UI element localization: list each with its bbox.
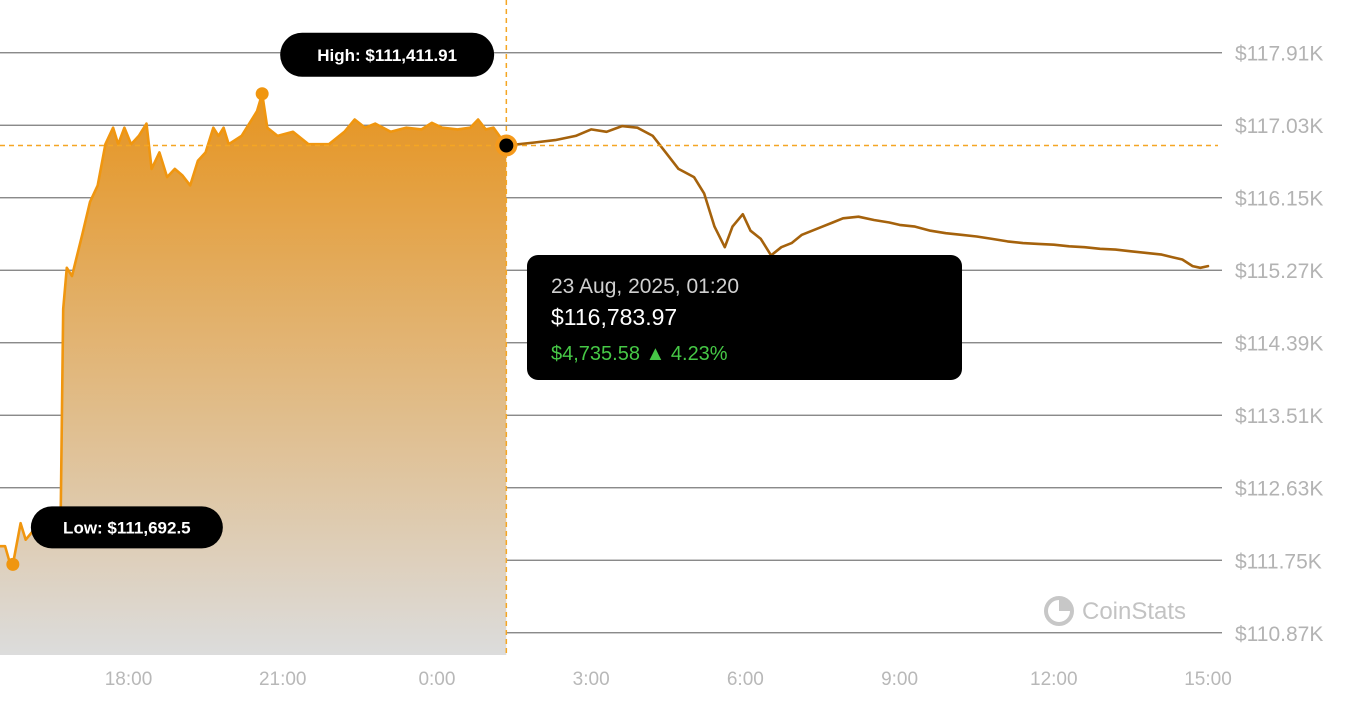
x-tick-label: 9:00 [881, 669, 918, 690]
y-tick-label: $117.03K [1235, 115, 1323, 138]
price-area-fill [0, 93, 507, 656]
price-line-highlighted [0, 92, 508, 566]
watermark-brand-prefix: Coin [1082, 598, 1131, 625]
low-label: Low: $111,692.5 [30, 506, 223, 549]
y-tick-label: $113.51K [1235, 405, 1323, 428]
high-label-text: High: $111,411.91 [317, 46, 457, 65]
x-tick-label: 0:00 [418, 669, 455, 690]
price-tooltip: 23 Aug, 2025, 01:20 $116,783.97 $4,735.5… [527, 255, 962, 380]
y-tick-label: $111.75K [1235, 550, 1322, 573]
y-tick-label: $117.91K [1235, 43, 1323, 66]
x-tick-label: 18:00 [105, 669, 153, 690]
tooltip-price: $116,783.97 [551, 304, 677, 330]
y-tick-label: $110.87K [1235, 623, 1323, 646]
price-line-future [505, 124, 1210, 270]
low-label-text: Low: $111,692.5 [63, 518, 191, 537]
y-tick-label: $112.63K [1235, 478, 1323, 501]
x-tick-label: 21:00 [259, 669, 307, 690]
y-axis: $117.91K $117.03K $116.15K $115.27K $114.39K… [1235, 43, 1323, 646]
tooltip-change: $4,735.58 ▲ 4.23% [551, 343, 728, 365]
x-tick-label: 15:00 [1184, 669, 1232, 690]
watermark-brand-suffix: Stats [1131, 598, 1186, 625]
coinstats-logo-icon [1044, 596, 1074, 626]
tooltip-datetime: 23 Aug, 2025, 01:20 [551, 275, 739, 298]
coinstats-watermark: CoinStats [1044, 596, 1186, 626]
low-marker [6, 557, 20, 571]
x-axis: 18:00 21:00 0:00 3:00 6:00 9:00 12:00 15:00 [105, 669, 1232, 690]
cursor-point-center [499, 138, 514, 153]
x-tick-label: 12:00 [1030, 669, 1078, 690]
x-tick-label: 6:00 [727, 669, 764, 690]
svg-text:CoinStats: CoinStats [1082, 598, 1186, 625]
y-tick-label: $114.39K [1235, 333, 1323, 356]
high-marker [255, 87, 269, 101]
high-label: High: $111,411.91 [280, 32, 495, 77]
y-tick-label: $116.15K [1235, 188, 1323, 211]
y-tick-label: $115.27K [1235, 260, 1323, 283]
x-tick-label: 3:00 [573, 669, 610, 690]
